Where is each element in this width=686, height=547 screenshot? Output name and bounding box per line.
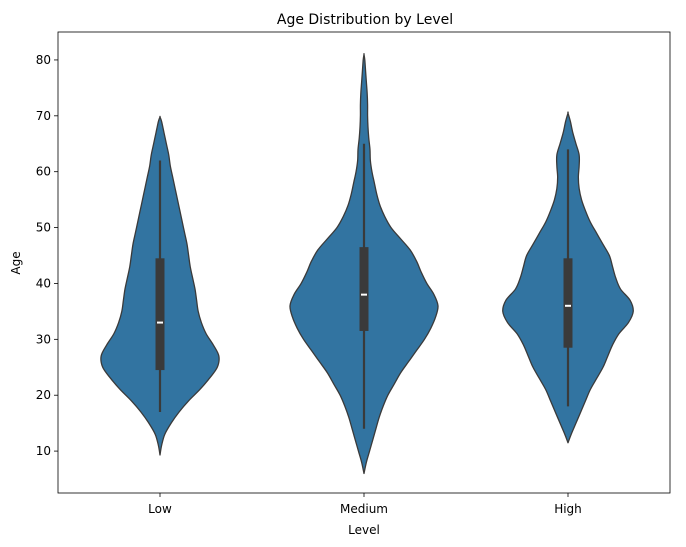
violin-low <box>100 115 220 456</box>
y-tick-label: 80 <box>36 53 51 67</box>
x-tick-label: Low <box>148 502 172 516</box>
y-tick-label: 30 <box>36 332 51 346</box>
violin-medium <box>289 53 439 475</box>
y-tick-label: 60 <box>36 165 51 179</box>
x-tick-label: High <box>554 502 582 516</box>
y-tick-label: 70 <box>36 109 51 123</box>
y-tick-label: 40 <box>36 276 51 290</box>
chart-title: Age Distribution by Level <box>277 12 453 28</box>
y-tick-label: 50 <box>36 221 51 235</box>
y-tick-label: 10 <box>36 444 51 458</box>
violin-iqr-box <box>155 258 165 371</box>
x-axis-label: Level <box>348 523 380 537</box>
x-axis: Low Medium High <box>148 493 582 516</box>
violin-iqr-box <box>563 258 573 348</box>
y-axis: 10 20 30 40 50 60 70 80 <box>36 53 58 458</box>
y-tick-label: 20 <box>36 388 51 402</box>
y-axis-label: Age <box>9 251 23 274</box>
violin-high <box>502 111 634 444</box>
violins-layer <box>100 53 634 475</box>
violin-iqr-box <box>359 247 369 331</box>
x-tick-label: Medium <box>340 502 388 516</box>
